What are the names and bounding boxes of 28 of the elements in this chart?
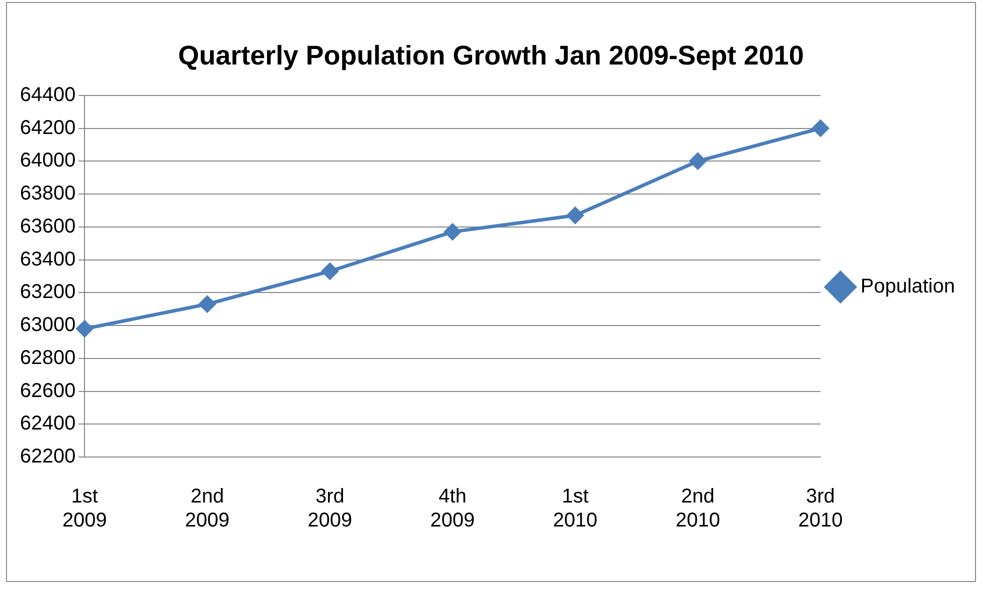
- chart-title: Quarterly Population Growth Jan 2009-Sept 2010: [178, 40, 804, 71]
- x-tick-label: 3rd 2010: [798, 486, 843, 532]
- legend-label: Population: [860, 276, 956, 298]
- y-tick-label: 62800: [20, 346, 76, 369]
- y-tick-label: 64000: [20, 150, 76, 172]
- x-tick-label: 2nd 2010: [676, 486, 720, 532]
- y-tick-label: 63800: [20, 182, 76, 205]
- point: [76, 320, 93, 338]
- y-tick-label: 64400: [20, 84, 76, 106]
- y-tick-label: 63400: [20, 248, 76, 270]
- x-tick-label: 2nd 2009: [185, 486, 230, 532]
- y-tick-label: 63000: [20, 314, 76, 336]
- x-tick-label: 3rd 2009: [308, 486, 352, 532]
- point: [690, 152, 706, 170]
- point: [322, 263, 338, 280]
- y-tick-label: 63600: [20, 215, 76, 238]
- y-tick-label: 64200: [20, 116, 76, 139]
- point: [566, 207, 584, 224]
- x-tick-label: 4th 2009: [430, 486, 475, 532]
- y-tick-label: 62200: [20, 446, 76, 468]
- point: [444, 224, 461, 240]
- y-tick-label: 62600: [20, 380, 76, 402]
- y-tick-label: 63200: [20, 281, 76, 304]
- point: [199, 296, 216, 312]
- point: [812, 120, 829, 137]
- x-tick-label: 1st 2009: [62, 486, 107, 532]
- y-tick-label: 62400: [20, 412, 76, 435]
- x-tick-label: 1st 2010: [552, 486, 598, 532]
